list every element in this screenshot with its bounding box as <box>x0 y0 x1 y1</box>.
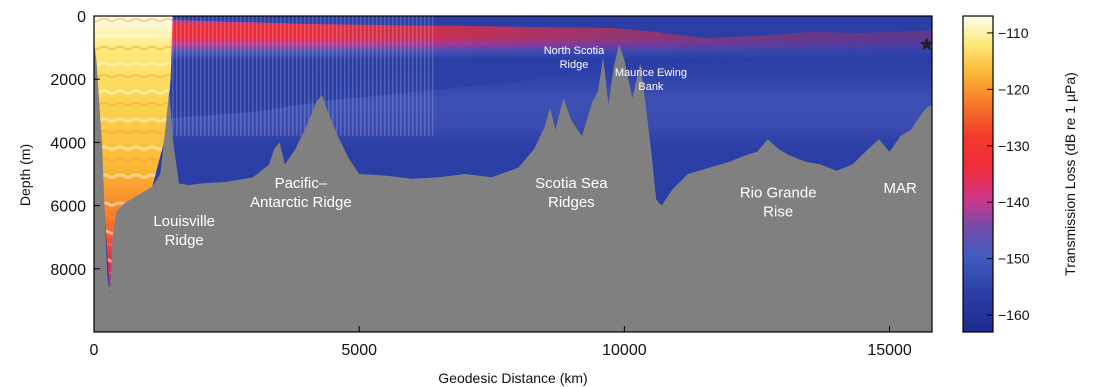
y-tick-label: 8000 <box>50 262 86 279</box>
x-axis: 0 5000 10000 15000 <box>90 326 912 359</box>
x-tick-label: 0 <box>90 342 99 359</box>
colorbar-tick-label: −120 <box>998 81 1030 97</box>
colorbar-frame <box>962 15 994 333</box>
x-tick-label: 15000 <box>867 342 912 359</box>
x-tick-label: 5000 <box>341 342 377 359</box>
x-axis-label: Geodesic Distance (km) <box>438 370 587 386</box>
region-annotation: MAR <box>884 180 918 197</box>
colorbar-tick-label: −140 <box>998 194 1030 210</box>
region-annotation: Rio Grande Rise <box>740 185 817 221</box>
y-tick-label: 0 <box>77 9 86 26</box>
y-tick-label: 4000 <box>50 135 86 152</box>
y-tick-label: 6000 <box>50 199 86 216</box>
colorbar <box>963 16 993 332</box>
region-annotation: Maurice Ewing Bank <box>615 67 687 93</box>
near-field-interference <box>94 16 173 295</box>
x-tick-label: 10000 <box>602 342 647 359</box>
region-annotation: Louisville Ridge <box>153 213 215 249</box>
colorbar-tick-label: −130 <box>998 138 1030 154</box>
source-star-marker <box>919 36 932 51</box>
colorbar-tick-label: −160 <box>998 307 1030 323</box>
annotations-layer: Louisville Ridge Pacific– Antarctic Ridge No… <box>153 45 917 249</box>
region-annotation: Scotia Sea Ridges <box>535 175 608 211</box>
colorbar-ticks: −110 −120 −130 −140 −150 −160 <box>987 25 1030 323</box>
seafloor-bathymetry <box>94 41 932 332</box>
colorbar-tick-label: −150 <box>998 251 1030 267</box>
sound-field: Louisville Ridge Pacific– Antarctic Ridge No… <box>94 16 932 332</box>
y-axis-label: Depth (m) <box>17 144 33 206</box>
colorbar-label: Transmission Loss (dB re 1 µPa) <box>1062 72 1078 276</box>
y-axis: 0 2000 4000 6000 8000 <box>50 9 100 279</box>
y-tick-label: 2000 <box>50 72 86 89</box>
region-annotation: Pacific– Antarctic Ridge <box>250 175 352 211</box>
region-annotation: North Scotia Ridge <box>544 45 605 71</box>
plot-frame <box>93 15 933 333</box>
colorbar-tick-label: −110 <box>998 25 1029 41</box>
